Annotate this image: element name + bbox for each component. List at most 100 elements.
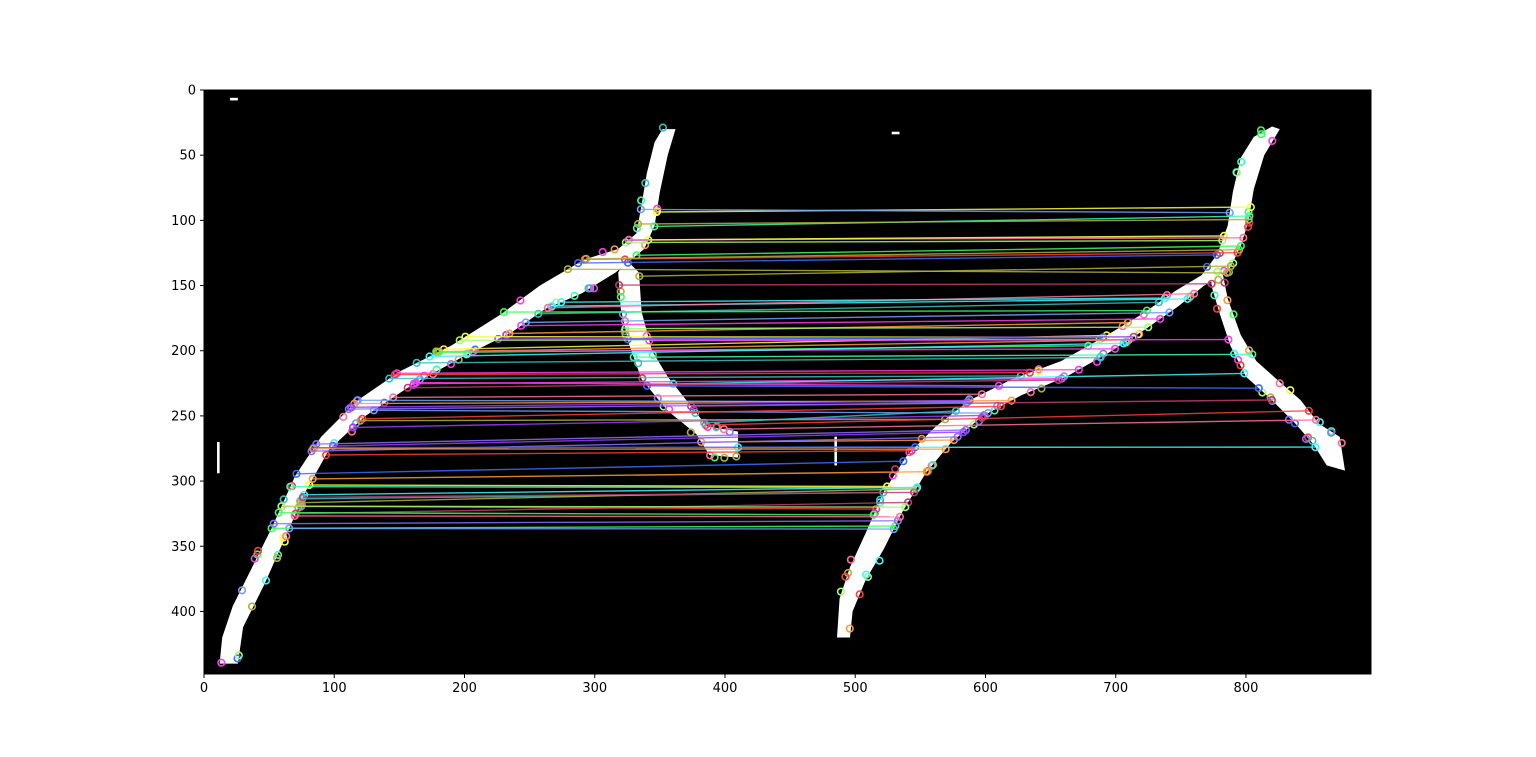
match-line bbox=[547, 293, 1195, 309]
match-line bbox=[619, 283, 1212, 286]
match-line bbox=[646, 385, 1259, 389]
match-line bbox=[625, 239, 1223, 244]
keypoint bbox=[658, 123, 668, 132]
match-line bbox=[316, 429, 966, 445]
match-line bbox=[705, 410, 1309, 426]
keypoint bbox=[237, 586, 247, 595]
match-line bbox=[578, 254, 1217, 264]
keypoint bbox=[618, 310, 628, 319]
match-line bbox=[289, 527, 894, 530]
match-lines bbox=[271, 206, 1316, 530]
keypoint bbox=[1214, 275, 1223, 284]
match-line bbox=[633, 353, 1253, 358]
match-line bbox=[561, 297, 1166, 303]
keypoint bbox=[380, 398, 389, 407]
keypoint bbox=[1337, 438, 1346, 448]
y-tick-label: 250 bbox=[171, 409, 196, 424]
match-line bbox=[584, 252, 1238, 260]
y-tick-label: 300 bbox=[171, 475, 196, 490]
keypoint bbox=[841, 572, 850, 581]
match-line bbox=[313, 446, 916, 449]
match-line bbox=[586, 249, 1240, 260]
keypoint bbox=[616, 292, 625, 302]
match-line bbox=[362, 405, 1001, 420]
match-line bbox=[302, 491, 915, 498]
keypoint bbox=[1308, 436, 1317, 445]
keypoint bbox=[636, 196, 646, 205]
match-line bbox=[429, 342, 1124, 358]
x-tick-label: 300 bbox=[582, 681, 607, 696]
match-line bbox=[439, 339, 1129, 353]
match-line bbox=[407, 379, 1059, 389]
match-line bbox=[625, 326, 1149, 330]
keypoint bbox=[1220, 278, 1229, 287]
x-tick-label: 700 bbox=[1103, 681, 1128, 696]
y-tick-label: 0 bbox=[188, 84, 196, 99]
keypoint bbox=[1213, 267, 1222, 276]
keypoint bbox=[610, 245, 619, 254]
x-tick-label: 400 bbox=[713, 681, 738, 696]
x-tick-label: 200 bbox=[452, 681, 477, 696]
match-line bbox=[350, 399, 970, 408]
keypoint bbox=[855, 590, 864, 599]
match-line bbox=[389, 375, 1021, 380]
keypoint bbox=[632, 224, 642, 233]
match-line bbox=[396, 369, 1079, 374]
keypoint bbox=[1236, 361, 1245, 370]
x-tick-label: 500 bbox=[843, 681, 868, 696]
match-line bbox=[640, 208, 1230, 214]
match-line bbox=[416, 356, 1101, 364]
keypoint bbox=[516, 296, 525, 305]
keypoint bbox=[875, 556, 884, 565]
match-line bbox=[503, 309, 1147, 313]
x-tick-label: 800 bbox=[1234, 681, 1259, 696]
y-tick-label: 150 bbox=[171, 279, 196, 294]
keypoint bbox=[282, 532, 291, 541]
keypoint bbox=[1257, 130, 1266, 139]
keypoint bbox=[250, 554, 259, 563]
keypoint bbox=[446, 360, 456, 369]
keypoint bbox=[598, 247, 607, 257]
match-line bbox=[312, 471, 927, 480]
keypoint bbox=[253, 546, 263, 556]
keypoint bbox=[1256, 126, 1266, 135]
match-line bbox=[525, 311, 1170, 324]
keypoint bbox=[247, 602, 257, 611]
y-tick-label: 100 bbox=[171, 214, 196, 229]
keypoint bbox=[339, 412, 348, 421]
keypoint bbox=[845, 624, 854, 633]
keypoint bbox=[279, 495, 288, 504]
match-line bbox=[294, 515, 900, 518]
keypoint bbox=[570, 291, 579, 300]
y-tick-label: 350 bbox=[171, 540, 196, 555]
white-speck bbox=[230, 97, 238, 101]
match-line bbox=[326, 450, 912, 456]
keypoint bbox=[862, 570, 871, 579]
keypoint bbox=[347, 427, 357, 436]
keypoint bbox=[732, 452, 741, 461]
match-line bbox=[723, 419, 1316, 430]
match-line bbox=[648, 235, 1225, 241]
keypoint bbox=[1034, 367, 1043, 376]
y-tick-label: 50 bbox=[179, 149, 196, 164]
keypoint bbox=[1232, 168, 1241, 177]
match-line bbox=[281, 505, 906, 508]
keypoint bbox=[1286, 386, 1295, 395]
white-speck bbox=[891, 131, 900, 135]
y-tick-label: 400 bbox=[171, 605, 196, 620]
keypoint bbox=[1327, 428, 1336, 437]
keypoint bbox=[710, 453, 719, 462]
match-line bbox=[309, 484, 888, 488]
keypoint bbox=[720, 453, 729, 462]
keypoint bbox=[273, 553, 282, 563]
keypoint bbox=[1210, 291, 1219, 300]
keypoint bbox=[846, 555, 856, 564]
keypoint bbox=[836, 587, 846, 596]
match-line bbox=[638, 218, 1249, 225]
keypoint bbox=[589, 284, 599, 293]
keypoint bbox=[1275, 379, 1284, 388]
x-tick-label: 0 bbox=[200, 681, 208, 696]
x-tick-label: 600 bbox=[973, 681, 998, 696]
match-line bbox=[636, 245, 1241, 256]
keypoint bbox=[641, 179, 650, 188]
